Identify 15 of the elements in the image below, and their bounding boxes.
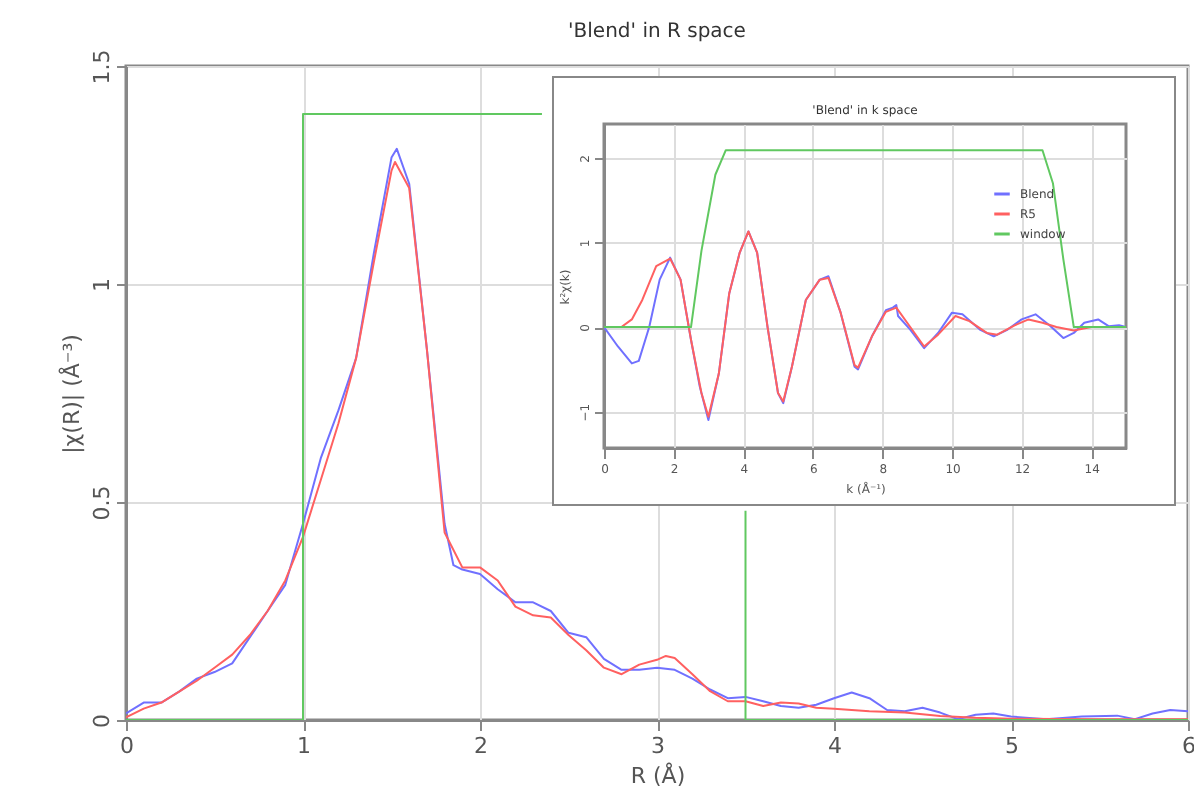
x-tick-label: 3 bbox=[651, 733, 665, 759]
line-series bbox=[604, 149, 1126, 329]
y-tick-label: 0 bbox=[89, 714, 115, 728]
y-axis-title: |χ(R)| (Å⁻³) bbox=[57, 334, 85, 454]
x-tick-label: 5 bbox=[1005, 733, 1019, 759]
x-tick-label: 6 bbox=[1182, 733, 1194, 759]
x-tick-label: 2 bbox=[474, 733, 488, 759]
x-tick-label: 0 bbox=[120, 733, 134, 759]
y-tick-label: 1.5 bbox=[89, 49, 115, 85]
x-tick-label: 4 bbox=[828, 733, 842, 759]
x-axis-title: R (Å) bbox=[630, 761, 686, 789]
y-tick-label: 1 bbox=[89, 278, 115, 292]
chart-title: 'Blend' in R space bbox=[568, 20, 746, 43]
x-tick-label: 1 bbox=[297, 733, 311, 759]
y-tick-label: 0.5 bbox=[89, 485, 115, 521]
